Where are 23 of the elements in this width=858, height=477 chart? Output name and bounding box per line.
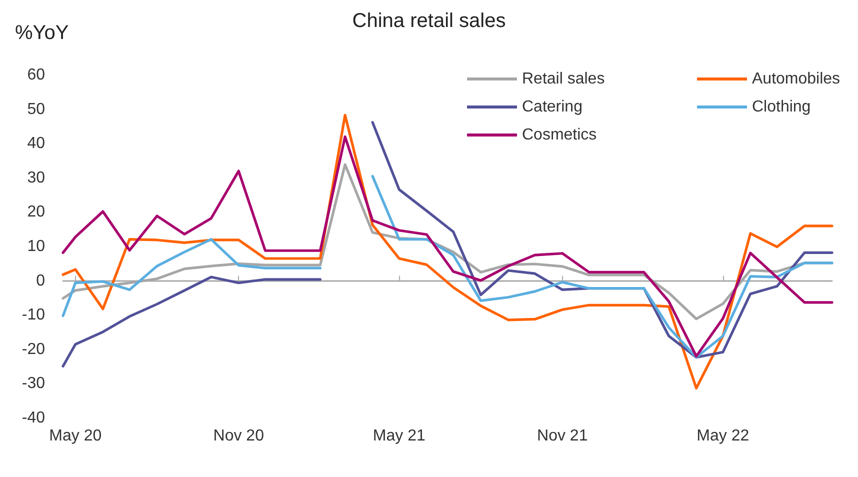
y-tick-label: 20 — [27, 204, 46, 221]
x-tick-label: May 20 — [49, 428, 102, 444]
x-tick-label: Nov 21 — [537, 428, 588, 444]
y-tick-label: -20 — [22, 340, 46, 358]
y-tick-label: 10 — [27, 238, 46, 255]
y-tick-label: 50 — [27, 100, 46, 118]
y-tick-label: 40 — [27, 135, 46, 152]
legend-label: Automobiles — [752, 70, 840, 88]
y-tick-label: -30 — [22, 375, 46, 392]
legend-label: Cosmetics — [522, 126, 597, 144]
x-tick-label: Nov 20 — [213, 428, 264, 444]
y-tick-label: 0 — [36, 272, 46, 290]
x-tick-label: May 22 — [696, 428, 750, 444]
y-tick-label: -10 — [22, 306, 46, 324]
chart-title: China retail sales — [352, 10, 506, 32]
legend-label: Catering — [522, 98, 582, 116]
y-axis-title: %YoY — [15, 22, 69, 44]
y-tick-label: 60 — [27, 66, 46, 84]
legend-label: Retail sales — [522, 70, 605, 88]
legend-label: Clothing — [752, 98, 811, 116]
y-tick-label: -40 — [22, 410, 46, 426]
x-tick-label: May 21 — [372, 428, 426, 444]
y-tick-label: 30 — [27, 169, 46, 186]
